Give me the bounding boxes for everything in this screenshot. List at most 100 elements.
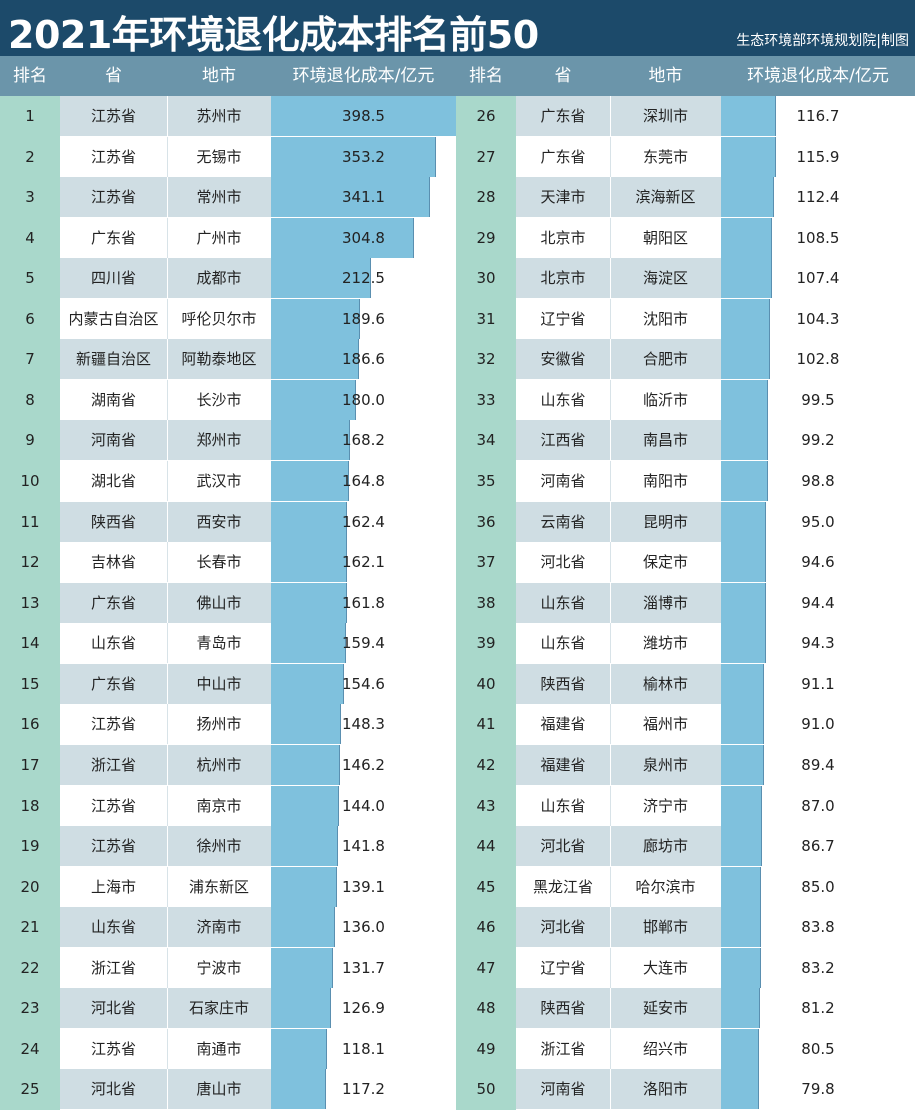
value-bar (271, 704, 340, 745)
city-cell: 长春市 (196, 553, 242, 572)
province-cell: 黑龙江省 (532, 877, 593, 896)
header-rank: 排名 (13, 66, 47, 86)
row-stripe (516, 501, 721, 542)
table-row: 40 陕西省 榆林市 91.1 (456, 663, 915, 705)
table-row: 43 山东省 济宁市 87.0 (456, 785, 915, 827)
row-stripe (60, 663, 271, 704)
table-row: 13 广东省 佛山市 161.8 (0, 582, 456, 624)
province-cell: 广东省 (90, 228, 136, 247)
cell-divider (610, 988, 611, 1029)
province-cell: 山东省 (540, 390, 586, 409)
value-bar (721, 988, 759, 1029)
city-cell: 大连市 (642, 958, 688, 977)
row-stripe (516, 339, 721, 380)
city-cell: 西安市 (196, 512, 242, 531)
rank-cell: 20 (20, 877, 40, 896)
value-bar (721, 217, 772, 258)
table-row: 18 江苏省 南京市 144.0 (0, 785, 456, 827)
row-stripe (60, 582, 271, 623)
cell-divider (167, 785, 168, 826)
rank-cell: 5 (25, 269, 35, 288)
value-bar (721, 582, 765, 623)
value-label: 180.0 (342, 390, 385, 409)
rank-cell: 49 (476, 1039, 496, 1058)
province-cell: 江西省 (540, 431, 586, 450)
row-stripe (60, 826, 271, 867)
province-cell: 陕西省 (90, 512, 136, 531)
value-bar (271, 379, 355, 420)
value-bar (271, 663, 343, 704)
table-row: 48 陕西省 延安市 81.2 (456, 988, 915, 1029)
rank-cell: 35 (476, 472, 496, 491)
cell-divider (610, 501, 611, 542)
rank-cell: 36 (476, 512, 496, 531)
table-row: 4 广东省 广州市 304.8 (0, 217, 456, 259)
cell-divider (610, 542, 611, 583)
value-bar (271, 542, 347, 583)
row-stripe (516, 258, 721, 299)
table-row: 36 云南省 昆明市 95.0 (456, 501, 915, 543)
province-cell: 陕西省 (540, 999, 586, 1018)
province-cell: 江苏省 (90, 188, 136, 207)
cell-divider (610, 582, 611, 623)
cell-divider (167, 136, 168, 177)
value-bar (721, 501, 766, 542)
value-label: 341.1 (342, 188, 385, 207)
cell-divider (610, 258, 611, 299)
value-label: 118.1 (342, 1039, 385, 1058)
city-cell: 唐山市 (196, 1080, 242, 1099)
rank-cell: 27 (476, 147, 496, 166)
table-row: 38 山东省 淄博市 94.4 (456, 582, 915, 624)
value-bar (271, 1028, 326, 1069)
row-stripe (60, 339, 271, 380)
province-cell: 湖北省 (90, 472, 136, 491)
value-label: 99.5 (801, 390, 835, 409)
table-row: 5 四川省 成都市 212.5 (0, 258, 456, 299)
value-label: 83.8 (801, 918, 835, 937)
province-cell: 河北省 (540, 918, 586, 937)
value-label: 102.8 (796, 350, 840, 369)
table-row: 35 河南省 南阳市 98.8 (456, 461, 915, 502)
value-bar (721, 623, 765, 664)
city-cell: 佛山市 (196, 593, 242, 612)
city-cell: 保定市 (642, 553, 688, 572)
row-stripe (60, 988, 271, 1029)
province-cell: 天津市 (540, 188, 586, 207)
cell-divider (610, 947, 611, 988)
city-cell: 济南市 (196, 918, 242, 937)
city-cell: 广州市 (196, 228, 242, 247)
table-row: 20 上海市 浦东新区 139.1 (0, 866, 456, 908)
value-label: 162.1 (342, 553, 385, 572)
value-label: 189.6 (342, 309, 385, 328)
value-label: 98.8 (801, 472, 835, 491)
cell-divider (610, 866, 611, 907)
province-cell: 云南省 (540, 512, 586, 531)
value-label: 144.0 (342, 796, 385, 815)
cell-divider (610, 217, 611, 258)
province-cell: 北京市 (540, 269, 586, 288)
rank-cell: 17 (20, 755, 40, 774)
table-row: 7 新疆自治区 阿勒泰地区 186.6 (0, 339, 456, 380)
cell-divider (167, 420, 168, 461)
cell-divider (610, 339, 611, 380)
rank-cell: 47 (476, 958, 496, 977)
rank-cell: 19 (20, 837, 40, 856)
row-stripe (516, 907, 721, 948)
header-value: 环境退化成本/亿元 (292, 66, 435, 86)
province-cell: 河北省 (540, 837, 586, 856)
province-cell: 广东省 (540, 107, 586, 125)
province-cell: 河北省 (540, 553, 586, 572)
rank-cell: 25 (20, 1080, 40, 1099)
value-bar (271, 826, 337, 867)
rank-cell: 14 (20, 634, 40, 653)
rank-cell: 48 (476, 999, 496, 1018)
table-row: 1 江苏省 苏州市 398.5 (0, 96, 456, 137)
table-row: 33 山东省 临沂市 99.5 (456, 379, 915, 421)
value-label: 112.4 (796, 188, 840, 207)
value-bar (271, 866, 336, 907)
title-bar: 2021年环境退化成本排名前50 生态环境部环境规划院|制图 (0, 0, 915, 57)
rank-column-bg (0, 96, 60, 1110)
row-stripe (60, 744, 271, 785)
row-stripe (516, 988, 721, 1029)
cell-divider (167, 704, 168, 745)
